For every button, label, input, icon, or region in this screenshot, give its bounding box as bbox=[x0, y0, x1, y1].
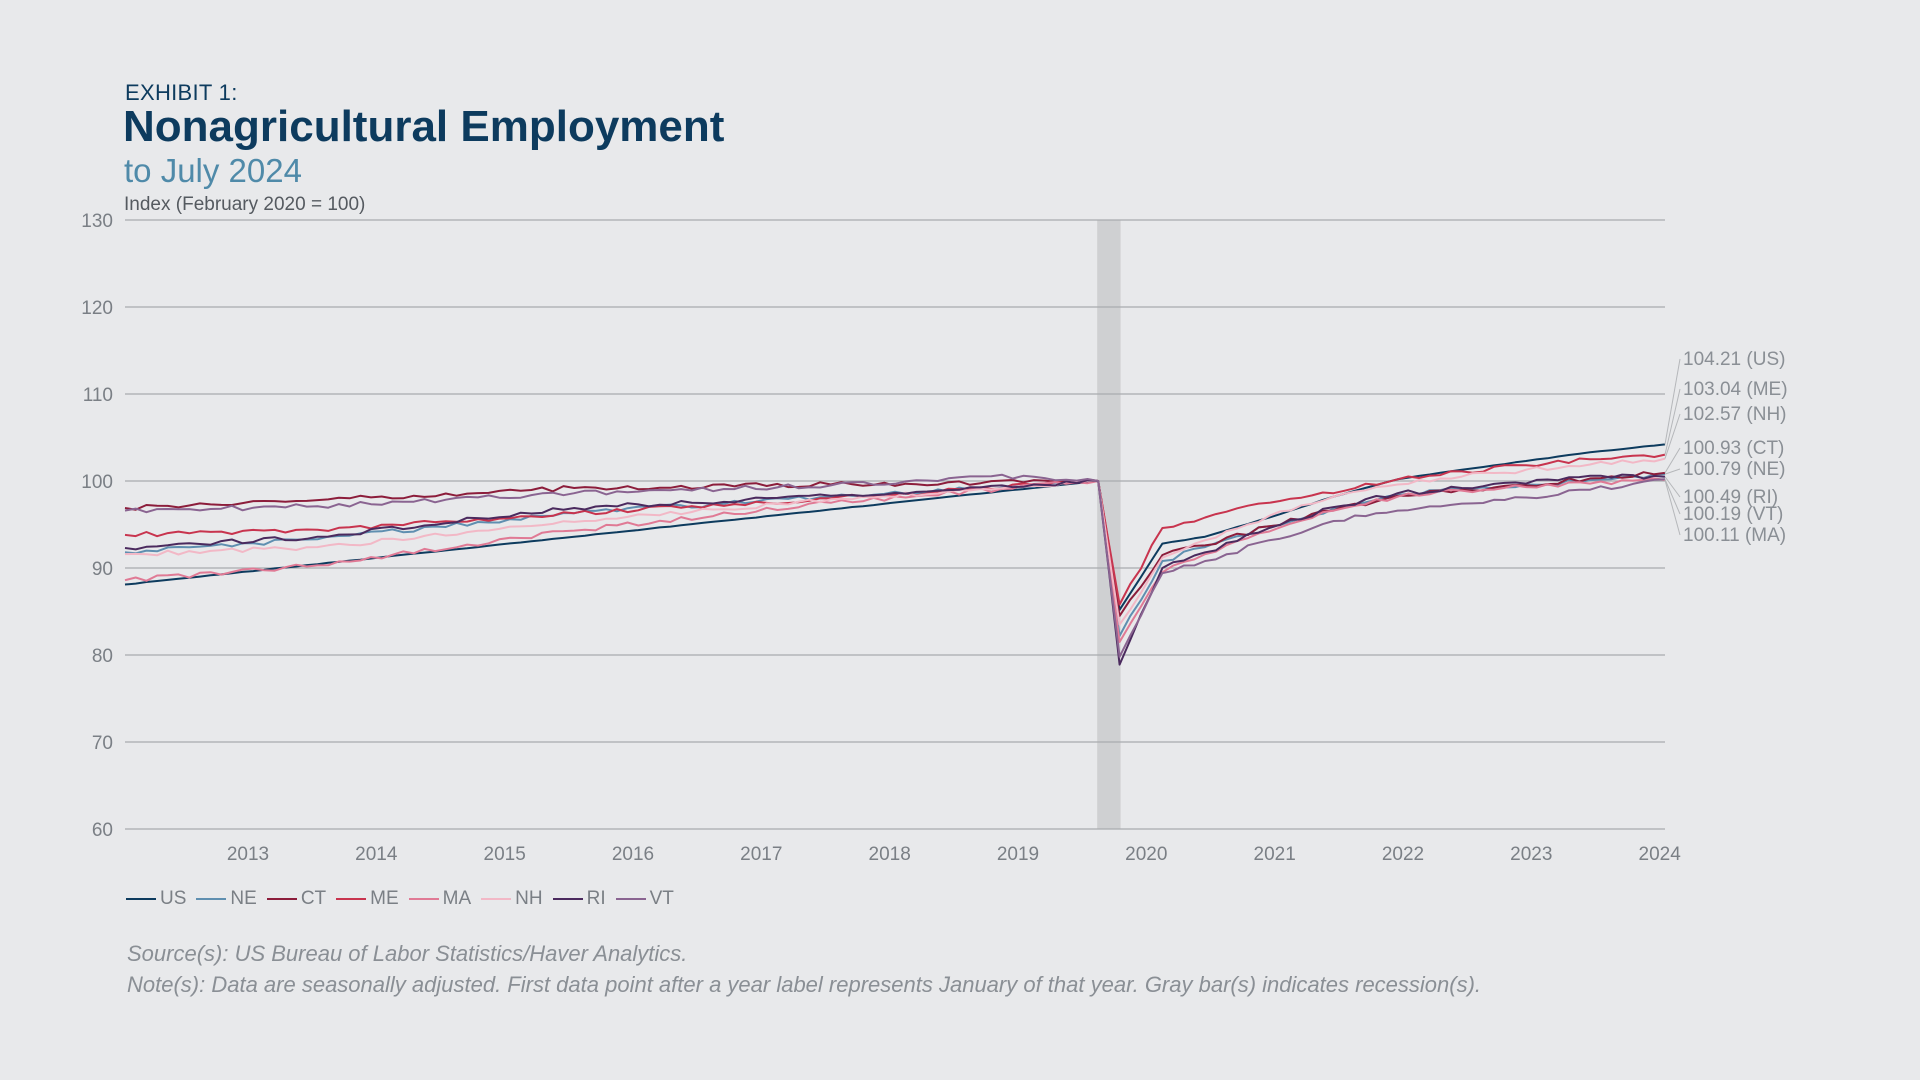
end-label-leader bbox=[1664, 479, 1681, 515]
end-label-me: 103.04 (ME) bbox=[1683, 379, 1788, 400]
legend-swatch bbox=[552, 898, 583, 900]
chart-legend: US NE CT ME MA NH RI VT bbox=[126, 888, 684, 910]
source-notes: Source(s): US Bureau of Labor Statistics… bbox=[127, 938, 1481, 1000]
end-label-leader bbox=[1664, 413, 1681, 459]
chart-title: Nonagricultural Employment bbox=[123, 102, 725, 151]
x-tick-label: 2022 bbox=[1382, 844, 1424, 865]
legend-label: MA bbox=[442, 888, 472, 909]
x-tick-label: 2020 bbox=[1125, 844, 1167, 865]
source-text: Source(s): US Bureau of Labor Statistics… bbox=[127, 941, 688, 966]
series-line-me bbox=[124, 453, 1666, 606]
end-label-nh: 102.57 (NH) bbox=[1683, 404, 1787, 425]
x-tick-label: 2023 bbox=[1510, 844, 1552, 865]
series-line-us bbox=[124, 443, 1666, 611]
end-label-leader bbox=[1664, 388, 1681, 455]
x-tick-label: 2019 bbox=[997, 844, 1039, 865]
end-label-leader bbox=[1664, 479, 1681, 536]
y-tick-label: 120 bbox=[81, 298, 113, 319]
y-axis-unit-label: Index (February 2020 = 100) bbox=[124, 194, 366, 215]
x-tick-label: 2017 bbox=[740, 844, 782, 865]
x-tick-label: 2016 bbox=[612, 844, 654, 865]
series-line-vt bbox=[124, 473, 1666, 658]
y-tick-label: 110 bbox=[83, 385, 113, 406]
x-tick-label: 2018 bbox=[869, 844, 911, 865]
end-label-leader bbox=[1664, 447, 1681, 474]
series-line-ri bbox=[124, 473, 1666, 666]
exhibit-label: EXHIBIT 1: bbox=[125, 80, 238, 105]
end-label-leader bbox=[1664, 476, 1681, 498]
x-tick-label: 2014 bbox=[355, 844, 398, 865]
legend-swatch bbox=[266, 898, 297, 900]
legend-swatch bbox=[336, 898, 367, 900]
end-label-leader bbox=[1664, 468, 1681, 475]
y-tick-label: 90 bbox=[92, 559, 113, 580]
y-tick-label: 100 bbox=[81, 472, 113, 493]
y-tick-label: 60 bbox=[92, 820, 113, 841]
legend-item-ma: MA bbox=[408, 888, 472, 910]
x-tick-label: 2015 bbox=[484, 844, 526, 865]
y-tick-label: 130 bbox=[81, 211, 113, 232]
y-tick-label: 70 bbox=[92, 733, 113, 754]
x-tick-label: 2013 bbox=[227, 844, 269, 865]
legend-swatch bbox=[615, 898, 646, 900]
recession-bar bbox=[1097, 220, 1121, 829]
end-label-ma: 100.11 (MA) bbox=[1683, 525, 1786, 546]
legend-item-ri: RI bbox=[552, 888, 606, 910]
legend-item-ct: CT bbox=[266, 888, 327, 910]
series-line-ne bbox=[124, 473, 1666, 637]
legend-label: RI bbox=[586, 888, 606, 909]
legend-swatch bbox=[481, 898, 512, 900]
legend-item-vt: VT bbox=[615, 888, 674, 910]
legend-item-nh: NH bbox=[481, 888, 543, 910]
legend-label: CT bbox=[300, 888, 327, 909]
legend-swatch bbox=[408, 898, 439, 900]
end-label-vt: 100.19 (VT) bbox=[1683, 504, 1783, 525]
x-tick-label: 2021 bbox=[1254, 844, 1296, 865]
legend-swatch bbox=[126, 898, 156, 900]
legend-label: NE bbox=[230, 888, 257, 909]
note-text: Note(s): Data are seasonally adjusted. F… bbox=[127, 972, 1482, 997]
legend-item-me: ME bbox=[336, 888, 399, 910]
legend-label: US bbox=[160, 888, 187, 909]
x-tick-label: 2024 bbox=[1639, 844, 1682, 865]
chart-subtitle: to July 2024 bbox=[124, 152, 302, 189]
legend-item-ne: NE bbox=[196, 888, 257, 910]
y-tick-label: 80 bbox=[92, 646, 113, 667]
series-line-nh bbox=[124, 457, 1666, 626]
legend-item-us: US bbox=[126, 888, 186, 910]
end-label-us: 104.21 (US) bbox=[1683, 349, 1785, 370]
legend-label: NH bbox=[515, 888, 543, 909]
series-line-ct bbox=[124, 471, 1666, 617]
end-label-ct: 100.93 (CT) bbox=[1683, 438, 1784, 459]
end-label-leader bbox=[1664, 358, 1681, 445]
legend-label: VT bbox=[649, 888, 674, 909]
end-label-ne: 100.79 (NE) bbox=[1683, 459, 1785, 480]
end-label-ri: 100.49 (RI) bbox=[1683, 487, 1778, 508]
legend-label: ME bbox=[370, 888, 399, 909]
legend-swatch bbox=[196, 898, 227, 900]
